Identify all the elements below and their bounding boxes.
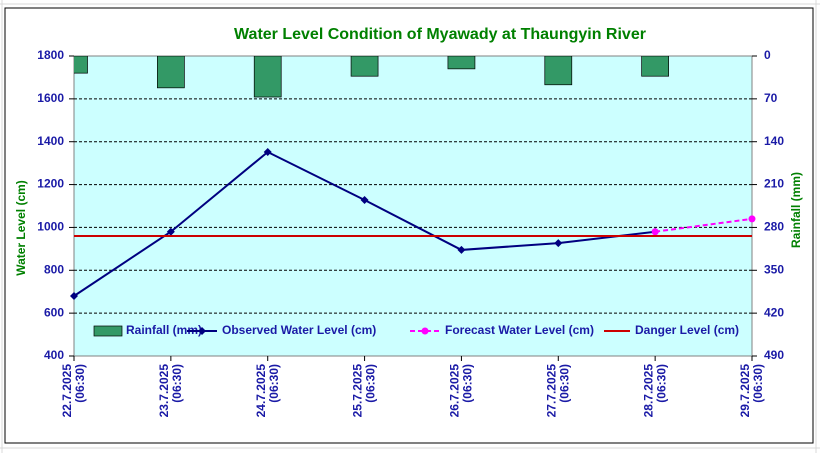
marker	[263, 148, 272, 156]
rainfall-bar	[350, 56, 379, 77]
x-tick-label: (06:30)	[751, 364, 765, 403]
x-tick-label: 22.7.2025	[60, 364, 74, 418]
y-tick-label: 400	[44, 348, 64, 362]
legend-label: Rainfall (mm)	[126, 323, 202, 337]
rainfall-bar	[544, 56, 573, 86]
y-tick-label: 600	[44, 305, 64, 319]
chart-title: Water Level Condition of Myawady at Thau…	[234, 26, 646, 43]
x-tick-label: (06:30)	[170, 364, 184, 403]
y-tick-label: 1000	[37, 220, 64, 234]
x-tick-label: (06:30)	[267, 364, 281, 403]
plot-area	[73, 55, 753, 357]
x-tick-label: 27.7.2025	[544, 364, 558, 418]
y-tick-label: 1600	[37, 91, 64, 105]
x-tick-label: (06:30)	[557, 364, 571, 403]
x-tick-label: 24.7.2025	[254, 364, 268, 418]
y2-tick-label: 490	[764, 348, 784, 362]
marker	[457, 245, 466, 254]
legend-label: Observed Water Level (cm)	[222, 323, 376, 337]
y2-tick-label: 0	[764, 48, 771, 62]
x-tick-label: (06:30)	[654, 364, 668, 403]
y2-tick-label: 140	[764, 134, 784, 148]
bars	[74, 56, 669, 98]
y2-tick-label: 280	[764, 220, 784, 234]
legend-marker	[198, 327, 206, 335]
marker	[651, 228, 659, 236]
x-tick-label: (06:30)	[364, 364, 378, 403]
x-tick-label: (06:30)	[461, 364, 475, 403]
y-tick-label: 1400	[37, 134, 64, 148]
line	[655, 217, 753, 233]
rainfall-bar	[447, 56, 476, 70]
rainfall-bar	[157, 56, 185, 89]
y-axis-label: Water Level (cm)	[14, 180, 28, 276]
x-tick-label: 25.7.2025	[351, 364, 365, 418]
x-tick-label: (06:30)	[73, 364, 87, 403]
y-tick-label: 1800	[37, 48, 64, 62]
y-tick-label: 800	[44, 262, 64, 276]
x-tick-label: 28.7.2025	[641, 364, 655, 418]
rainfall-bar	[641, 56, 669, 77]
marker	[166, 227, 175, 236]
y2-tick-label: 350	[764, 262, 784, 276]
marker	[70, 292, 78, 300]
rainfall-bar	[253, 56, 282, 98]
legend-label: Forecast Water Level (cm)	[445, 323, 594, 337]
x-tick-label: 26.7.2025	[448, 364, 462, 418]
y2-tick-label: 420	[764, 305, 784, 319]
legend-label: Danger Level (cm)	[635, 323, 739, 337]
x-tick-label: 23.7.2025	[157, 364, 171, 418]
marker	[748, 215, 756, 223]
marker	[360, 196, 369, 204]
x-tick-label: 29.7.2025	[738, 364, 752, 418]
rainfall-bar	[74, 56, 88, 74]
marker	[554, 239, 563, 248]
legend-marker	[421, 327, 429, 335]
y2-tick-label: 210	[764, 177, 784, 191]
y-tick-label: 1200	[37, 177, 64, 191]
y2-axis-label: Rainfall (mm)	[789, 172, 803, 248]
legend-swatch	[93, 325, 123, 337]
y2-tick-label: 70	[764, 91, 778, 105]
